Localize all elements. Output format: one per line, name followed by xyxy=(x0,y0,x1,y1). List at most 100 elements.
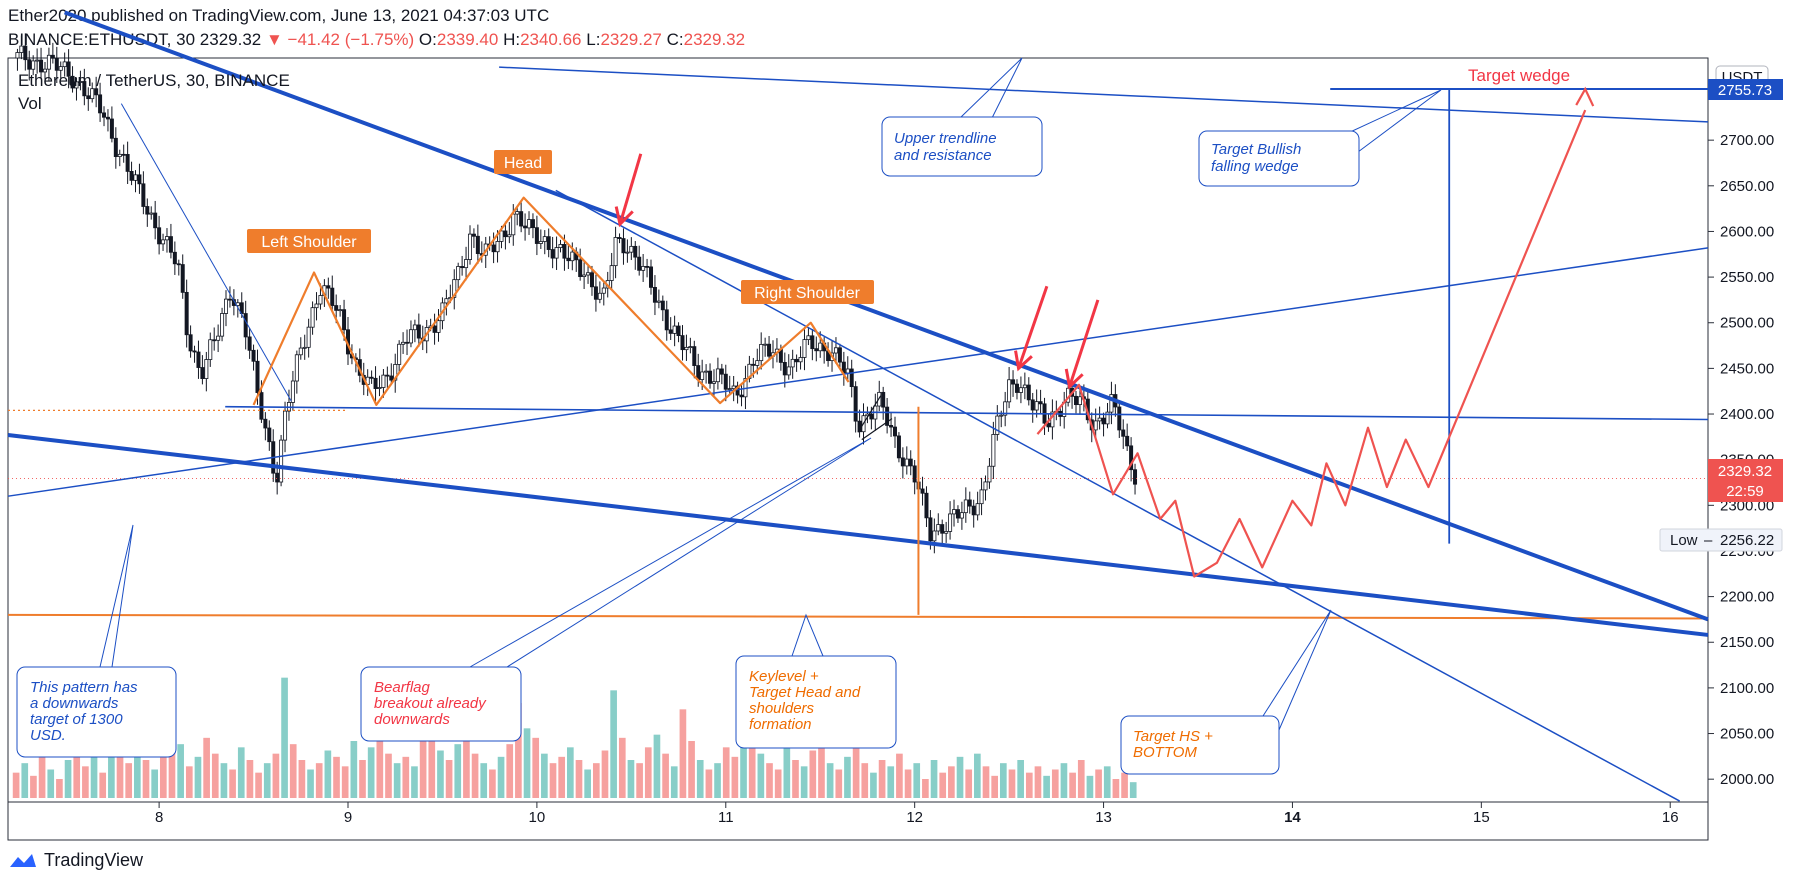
low-label: Low xyxy=(1670,532,1698,549)
candle-body xyxy=(121,153,126,156)
candle-body xyxy=(719,368,724,375)
candle-body xyxy=(456,266,461,281)
last-price-label: 2329.32 xyxy=(1718,463,1772,480)
projection-arrow-head xyxy=(1575,86,1595,107)
volume-bar xyxy=(90,756,98,798)
candle-body xyxy=(78,81,83,83)
price-tick-label: 2150.00 xyxy=(1720,634,1774,651)
candle-body xyxy=(208,339,213,360)
volume-bar xyxy=(999,763,1007,798)
candle-body xyxy=(589,272,594,288)
chart-legend-title: Ethereum / TetherUS, 30, BINANCE xyxy=(18,71,290,90)
left-shoulder-tag xyxy=(247,229,371,253)
candle-body xyxy=(597,292,602,300)
volume-bar xyxy=(1017,760,1024,798)
down-arrow-icon: ▼ xyxy=(265,30,283,49)
candle-body xyxy=(302,346,307,349)
candle-body xyxy=(113,137,118,158)
candle-body xyxy=(566,257,571,262)
candle-body xyxy=(794,358,799,363)
candle-body xyxy=(224,298,229,314)
candle-body xyxy=(54,57,59,71)
callout-pattern-line4: USD. xyxy=(30,727,66,744)
candle-body xyxy=(50,54,55,59)
low-label: L: xyxy=(586,30,601,49)
candle-body xyxy=(885,406,890,426)
candle-body xyxy=(267,427,272,443)
candle-body xyxy=(755,360,760,366)
volume-bar xyxy=(116,750,124,798)
lower-wedge-line xyxy=(7,433,1709,637)
volume-bar xyxy=(125,763,133,798)
volume-bar xyxy=(229,769,236,798)
candle-body xyxy=(1093,420,1098,431)
candle-body xyxy=(330,287,335,306)
candle-body xyxy=(979,489,984,505)
volume-bar xyxy=(1103,766,1111,798)
candle-body xyxy=(550,249,555,259)
candle-body xyxy=(1133,469,1138,485)
volume-bar xyxy=(333,756,340,798)
price-change: −41.42 (−1.75%) xyxy=(287,30,415,49)
candle-body xyxy=(184,291,189,336)
callout-target-bullish-line1: Target Bullish xyxy=(1211,141,1301,158)
volume-bar xyxy=(99,772,107,798)
volume-bar xyxy=(939,772,947,798)
low-dash: – xyxy=(1704,532,1713,549)
candle-body xyxy=(983,481,988,491)
candle-body xyxy=(338,309,343,312)
volume-bar xyxy=(887,766,895,798)
candle-body xyxy=(692,346,697,366)
candle-body xyxy=(397,343,402,365)
candle-body xyxy=(70,75,75,89)
right-shoulder-tag xyxy=(741,280,874,304)
volume-bar xyxy=(705,769,713,798)
volume-bar xyxy=(177,744,184,798)
candle-body xyxy=(782,362,787,376)
candle-body xyxy=(464,259,469,269)
volume-bar xyxy=(878,760,886,798)
candle-body xyxy=(849,368,854,388)
volume-bar xyxy=(298,760,306,798)
volume-bar xyxy=(12,772,20,798)
volume-bar xyxy=(688,741,695,798)
volume-bar xyxy=(47,769,55,798)
drawings xyxy=(7,10,1709,802)
left-shoulder-label: Left Shoulder xyxy=(261,234,357,251)
candle-body xyxy=(98,94,103,114)
volume-bar xyxy=(82,766,89,798)
volume-bar xyxy=(463,725,470,798)
red-arrow-3 xyxy=(1068,299,1100,388)
candle-body xyxy=(877,391,882,407)
volume-bar xyxy=(1043,775,1050,798)
descending-channel-line xyxy=(555,189,1681,802)
candle-body xyxy=(227,298,232,301)
time-axis[interactable]: 8 9 10 11 12 13 14 15 16 xyxy=(155,802,1679,826)
volume-bar xyxy=(956,756,964,798)
price-tick-label: 2500.00 xyxy=(1720,315,1774,332)
volume-bar xyxy=(159,753,167,798)
candle-body xyxy=(263,418,268,429)
volume-bar xyxy=(324,750,332,798)
pointer-keylevel xyxy=(791,613,824,657)
candle-body xyxy=(715,368,720,383)
candle-body xyxy=(204,359,209,379)
volume-bar xyxy=(861,763,869,798)
volume-bar xyxy=(896,753,903,798)
candle-body xyxy=(936,524,941,532)
volume-bar xyxy=(722,747,730,798)
candle-body xyxy=(660,300,665,311)
time-tick-label: 14 xyxy=(1284,809,1301,826)
candle-body xyxy=(145,206,150,215)
volume-bar xyxy=(38,753,46,798)
volume-bar xyxy=(774,769,782,798)
candle-body xyxy=(656,300,661,303)
callout-bearflag-line2: breakout already xyxy=(374,695,487,712)
candle-body xyxy=(593,286,598,300)
candle-body xyxy=(39,59,44,73)
tradingview-footer[interactable]: TradingView xyxy=(8,850,143,871)
candle-body xyxy=(668,329,673,334)
candle-body xyxy=(554,247,559,259)
red-arrow-3-head xyxy=(1064,368,1084,390)
